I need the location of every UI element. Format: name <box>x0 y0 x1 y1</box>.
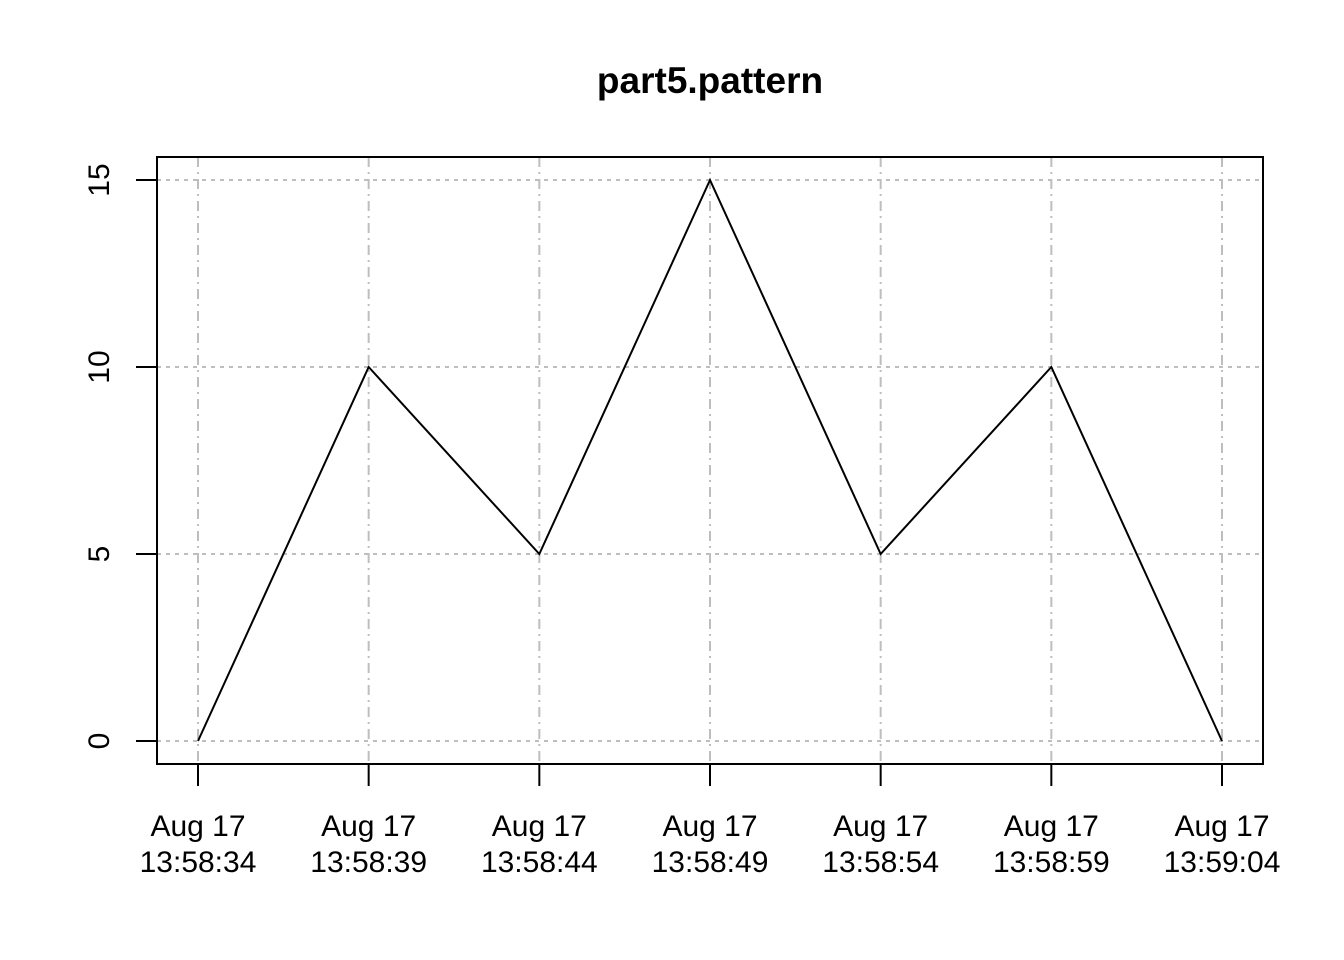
series-layer <box>197 177 1223 742</box>
y-tick-label: 15 <box>83 163 116 196</box>
x-tick-label-date: Aug 17 <box>1174 810 1269 843</box>
grid <box>157 157 1263 764</box>
x-tick-label-time: 13:58:39 <box>310 846 427 879</box>
x-tick-label-date: Aug 17 <box>1004 810 1099 843</box>
x-tick-label-time: 13:58:54 <box>822 846 939 879</box>
x-tick-label-date: Aug 17 <box>492 810 587 843</box>
x-tick-label-date: Aug 17 <box>321 810 416 843</box>
x-tick-label-date: Aug 17 <box>662 810 757 843</box>
plot-frame <box>156 156 1264 765</box>
chart-title: part5.pattern <box>597 60 823 101</box>
x-tick-label-time: 13:58:59 <box>993 846 1110 879</box>
y-tick-label: 5 <box>83 546 116 563</box>
x-tick-label-date: Aug 17 <box>150 810 245 843</box>
x-tick-label-time: 13:58:34 <box>140 846 257 879</box>
series-line <box>197 177 1223 742</box>
y-tick-label: 10 <box>83 350 116 383</box>
x-tick-label-time: 13:58:44 <box>481 846 598 879</box>
y-tick-label: 0 <box>83 733 116 750</box>
x-tick-label-date: Aug 17 <box>833 810 928 843</box>
x-tick-label-time: 13:58:49 <box>652 846 769 879</box>
x-tick-label-time: 13:59:04 <box>1164 846 1281 879</box>
